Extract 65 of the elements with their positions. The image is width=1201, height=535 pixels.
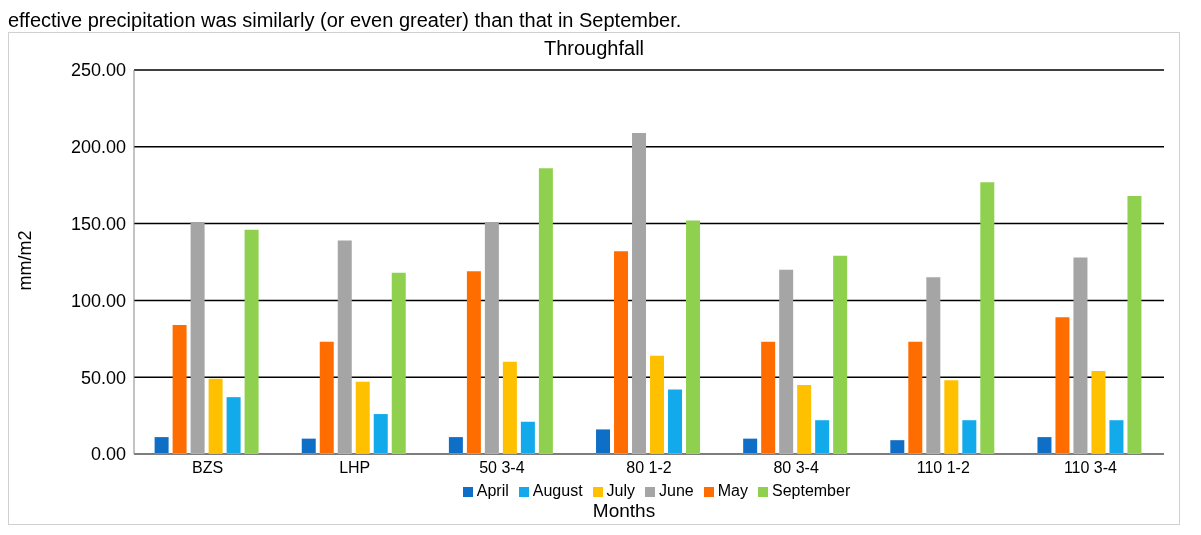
bar — [1073, 257, 1088, 454]
bar — [632, 132, 647, 454]
bar — [596, 429, 611, 454]
chart-title: Throughfall — [542, 37, 646, 60]
y-tick-label: 150.00 — [70, 213, 126, 234]
x-tick-label: 80 3-4 — [773, 459, 819, 477]
bar — [890, 440, 905, 454]
legend-label: August — [532, 482, 583, 499]
bar — [337, 240, 352, 454]
legend-label: April — [476, 482, 509, 499]
bar — [926, 277, 941, 454]
bar — [466, 271, 481, 454]
bar — [650, 355, 665, 454]
bar — [244, 229, 259, 454]
bar — [761, 341, 776, 454]
bar — [1109, 420, 1124, 454]
bar — [1055, 317, 1070, 454]
bar — [301, 438, 316, 454]
x-tick-label: 80 1-2 — [626, 459, 672, 477]
bar — [779, 269, 794, 454]
text: effective precipitation was similarly (or even greater) than that in September. — [8, 8, 683, 32]
y-tick-label: 0.00 — [90, 444, 126, 465]
y-axis-title: mm/m2 — [14, 230, 36, 290]
bar — [815, 420, 830, 454]
x-tick-label: 50 3-4 — [479, 459, 525, 477]
x-axis-title: Months — [591, 500, 657, 522]
y-tick-label: 200.00 — [70, 137, 126, 158]
x-tick-label: 110 1-2 — [916, 459, 970, 477]
bar — [355, 381, 370, 454]
bar — [520, 421, 535, 454]
bar — [448, 437, 463, 454]
bar — [538, 168, 553, 454]
bar — [502, 361, 517, 454]
bar — [833, 255, 848, 454]
bar — [208, 378, 223, 454]
y-tick-label: 250.00 — [70, 60, 126, 81]
bar — [1091, 371, 1106, 454]
bar — [686, 220, 701, 454]
legend-label: May — [717, 482, 748, 499]
bar — [944, 380, 959, 454]
x-tick-label: LHP — [339, 459, 371, 477]
legend-label: September — [771, 482, 851, 499]
bar — [484, 222, 499, 454]
x-tick-label: 110 3-4 — [1063, 459, 1118, 477]
bar — [797, 384, 812, 454]
bar — [154, 437, 169, 454]
bar — [1127, 195, 1142, 454]
bar — [319, 341, 334, 454]
bar — [614, 251, 629, 454]
bar — [980, 182, 995, 454]
bar — [1037, 437, 1052, 454]
bar — [190, 222, 205, 454]
bar — [391, 272, 406, 454]
y-tick-label: 50.00 — [80, 367, 126, 388]
bar — [908, 341, 923, 454]
legend-label: July — [606, 482, 636, 499]
x-tick-label: BZS — [192, 459, 224, 477]
bar — [962, 420, 977, 454]
bar — [373, 414, 388, 454]
y-tick-label: 100.00 — [70, 290, 126, 311]
bar — [668, 389, 683, 454]
legend-label: June — [659, 482, 694, 499]
bar — [743, 438, 758, 454]
bar — [226, 397, 241, 454]
bar — [172, 324, 187, 454]
